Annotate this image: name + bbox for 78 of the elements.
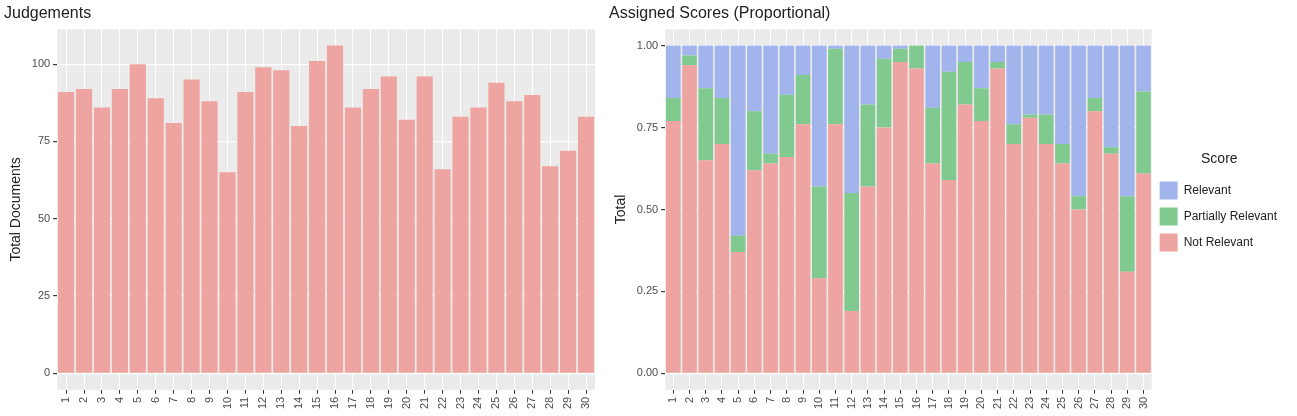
y-tick-label: 0.75 xyxy=(636,120,659,133)
x-tick-label: 24 xyxy=(1039,396,1052,410)
x-tick-label: 2 xyxy=(682,396,695,403)
x-tick-label: 10 xyxy=(812,396,825,410)
y-tick-label: 0.25 xyxy=(636,284,659,297)
x-tick-label: 6 xyxy=(747,396,760,403)
chart-title: Assigned Scores (Proportional) xyxy=(609,4,831,22)
x-tick-label: 17 xyxy=(925,396,938,410)
x-tick-label: 7 xyxy=(763,396,776,403)
y-axis-title: Total Documents xyxy=(7,157,24,262)
x-tick-label: 4 xyxy=(112,396,125,403)
x-tick-label: 8 xyxy=(779,396,792,403)
x-tick-label: 21 xyxy=(990,396,1003,410)
x-tick-label: 30 xyxy=(1136,396,1149,410)
chart-title: Judgements xyxy=(4,4,92,22)
y-tick-label: 100 xyxy=(31,57,51,70)
y-tick-label: 50 xyxy=(37,211,51,224)
legend-title: Score xyxy=(1201,150,1238,167)
x-tick-label: 20 xyxy=(974,396,987,410)
x-tick-label: 13 xyxy=(860,396,873,410)
x-tick-label: 22 xyxy=(1006,396,1019,410)
x-tick-label: 26 xyxy=(507,396,520,410)
x-tick-label: 5 xyxy=(130,396,143,403)
x-tick-label: 16 xyxy=(328,396,341,410)
x-tick-label: 27 xyxy=(525,396,538,410)
x-tick-label: 20 xyxy=(399,396,412,410)
x-tick-label: 25 xyxy=(489,396,502,410)
x-tick-label: 3 xyxy=(698,396,711,403)
y-axis-title: Total xyxy=(612,194,629,225)
x-tick-label: 19 xyxy=(958,396,971,410)
x-tick-label: 3 xyxy=(95,396,107,403)
legend-label: Partially Relevant xyxy=(1183,208,1278,223)
x-tick-label: 14 xyxy=(877,396,890,410)
x-tick-label: 21 xyxy=(417,396,430,410)
x-tick-label: 2 xyxy=(77,396,90,403)
x-tick-label: 5 xyxy=(731,396,744,403)
x-tick-label: 29 xyxy=(561,396,574,410)
y-tick-label: 1.00 xyxy=(636,38,659,51)
x-tick-label: 9 xyxy=(202,396,215,403)
x-tick-label: 7 xyxy=(166,396,179,403)
x-tick-label: 25 xyxy=(1055,396,1068,410)
x-tick-label: 4 xyxy=(714,396,727,403)
x-tick-label: 18 xyxy=(941,396,954,410)
x-tick-label: 14 xyxy=(292,396,305,410)
x-tick-label: 12 xyxy=(256,396,269,410)
x-tick-label: 17 xyxy=(346,396,358,410)
legend-label: Not Relevant xyxy=(1183,234,1254,249)
legend-label: Relevant xyxy=(1183,182,1232,197)
x-tick-label: 1 xyxy=(666,396,679,403)
x-tick-label: 15 xyxy=(893,396,906,410)
x-tick-label: 6 xyxy=(148,396,161,403)
x-tick-label: 30 xyxy=(579,396,592,410)
x-tick-label: 22 xyxy=(435,396,448,410)
x-tick-label: 11 xyxy=(238,396,251,409)
x-tick-label: 13 xyxy=(274,396,287,410)
x-tick-label: 23 xyxy=(1023,396,1036,410)
x-tick-label: 16 xyxy=(909,396,922,410)
x-tick-label: 26 xyxy=(1071,396,1084,410)
x-tick-label: 24 xyxy=(471,396,484,410)
x-tick-label: 11 xyxy=(828,396,841,409)
x-tick-label: 9 xyxy=(796,396,809,403)
y-tick-label: 0 xyxy=(44,366,51,379)
x-tick-label: 27 xyxy=(1087,396,1100,410)
x-tick-label: 29 xyxy=(1120,396,1133,410)
x-tick-label: 15 xyxy=(310,396,323,410)
x-tick-label: 8 xyxy=(184,396,197,403)
x-tick-label: 10 xyxy=(220,396,233,410)
x-tick-label: 18 xyxy=(363,396,376,410)
x-tick-label: 1 xyxy=(59,396,72,403)
x-tick-label: 23 xyxy=(453,396,466,410)
y-tick-label: 75 xyxy=(37,134,51,147)
x-tick-label: 19 xyxy=(381,396,394,410)
y-tick-label: 0.50 xyxy=(636,202,659,215)
x-tick-label: 12 xyxy=(844,396,857,410)
y-tick-label: 25 xyxy=(37,289,51,302)
x-tick-label: 28 xyxy=(543,396,556,410)
y-tick-label: 0.00 xyxy=(636,366,659,379)
x-tick-label: 28 xyxy=(1104,396,1117,410)
